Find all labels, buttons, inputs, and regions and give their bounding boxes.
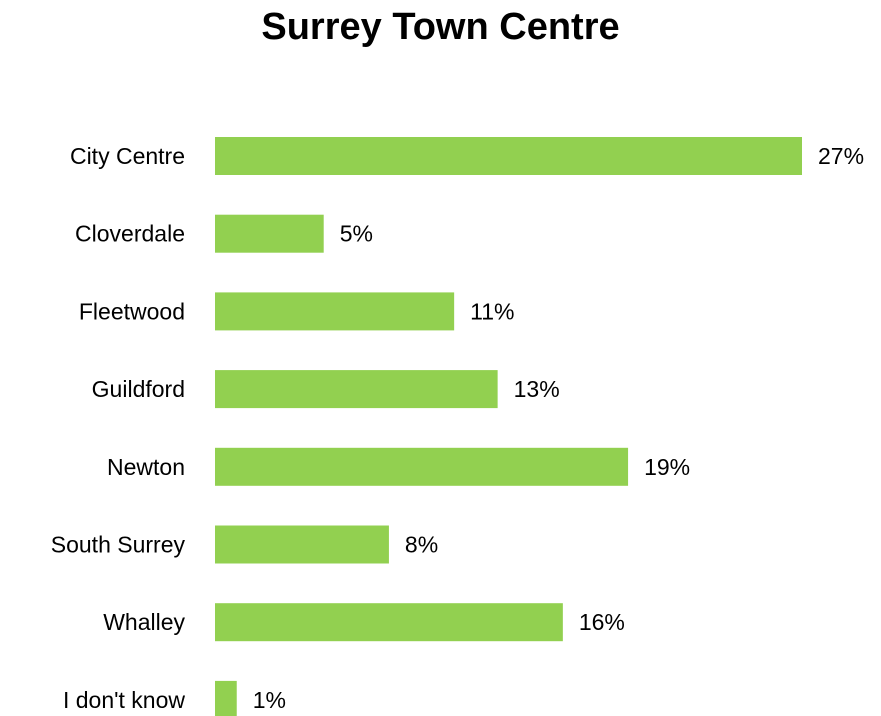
chart-title: Surrey Town Centre	[261, 6, 620, 48]
bar	[215, 603, 563, 642]
data-label: 19%	[644, 454, 690, 480]
data-label: 5%	[340, 221, 373, 247]
category-label: Guildford	[92, 376, 185, 402]
category-label: I don't know	[63, 687, 185, 713]
data-label: 11%	[470, 298, 514, 324]
bar	[215, 447, 629, 486]
data-label: 13%	[514, 376, 560, 402]
data-label: 27%	[818, 143, 864, 169]
category-label: Fleetwood	[79, 298, 185, 324]
bar	[215, 680, 237, 716]
bar	[215, 370, 498, 409]
category-label: South Surrey	[51, 532, 186, 558]
data-label: 1%	[253, 687, 286, 713]
category-label: Cloverdale	[75, 221, 185, 247]
bar	[215, 292, 455, 331]
data-label: 16%	[579, 609, 625, 635]
category-label: Newton	[107, 454, 185, 480]
category-label: Whalley	[103, 609, 185, 635]
category-label: City Centre	[70, 143, 185, 169]
bar	[215, 137, 802, 175]
bar	[215, 525, 389, 564]
bar	[215, 214, 324, 253]
data-label: 8%	[405, 532, 438, 558]
